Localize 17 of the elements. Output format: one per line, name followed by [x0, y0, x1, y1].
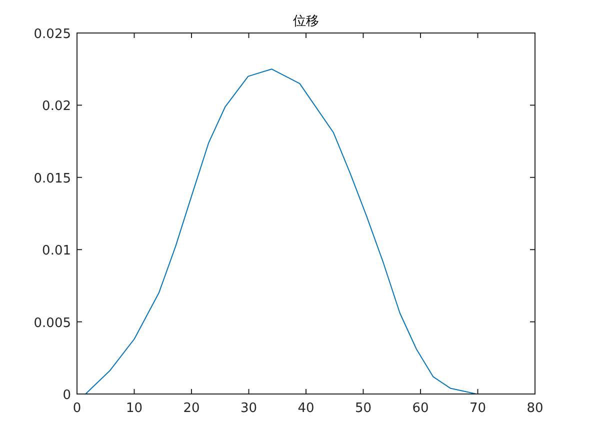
y-tick-label: 0.015 — [34, 171, 71, 186]
x-tick-label: 20 — [183, 401, 200, 416]
x-tick-label: 60 — [412, 401, 429, 416]
y-tick-label: 0 — [62, 388, 71, 403]
y-tick-label: 0.025 — [34, 27, 71, 42]
x-tick-label: 10 — [126, 401, 143, 416]
x-tick-label: 70 — [469, 401, 486, 416]
x-tick-label: 30 — [240, 401, 258, 416]
chart-title: 位移 — [293, 14, 319, 29]
y-tick-label: 0.02 — [42, 99, 71, 114]
x-tick-label: 0 — [72, 401, 82, 416]
y-tick-label: 0.005 — [34, 316, 71, 331]
y-tick-label: 0.01 — [42, 244, 71, 259]
x-tick-label: 80 — [526, 401, 544, 416]
x-tick-label: 50 — [354, 401, 372, 416]
x-tick-label: 40 — [298, 401, 314, 416]
line-series — [85, 68, 478, 394]
